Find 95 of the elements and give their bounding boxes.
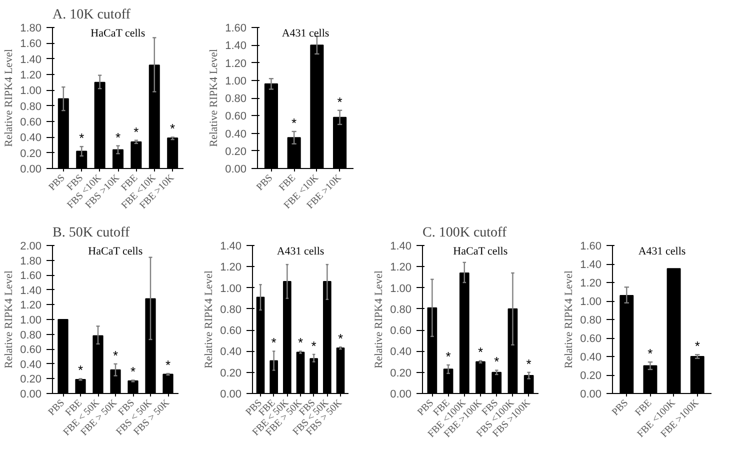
y-tick-label: 1.40 bbox=[580, 259, 602, 271]
y-tick-label: 0.00 bbox=[20, 388, 42, 400]
y-tick-label: 0.40 bbox=[225, 128, 247, 140]
y-tick-label: 0.60 bbox=[225, 110, 247, 123]
x-tick-label: FBE bbox=[277, 172, 298, 194]
y-tick-label: 0.40 bbox=[20, 132, 42, 144]
annotation: * bbox=[165, 358, 171, 373]
y-axis-title: Relative RIPK4 Level bbox=[373, 270, 386, 368]
y-axis-title: Relative RIPK4 Level bbox=[3, 49, 16, 147]
annotation: * bbox=[134, 124, 139, 140]
y-tick-label: 1.40 bbox=[220, 240, 242, 252]
y-tick-label: 0.80 bbox=[390, 304, 412, 316]
y-axis-title: Relative RIPK4 Level bbox=[208, 49, 220, 147]
annotation: * bbox=[338, 330, 344, 346]
y-tick-label: 1.00 bbox=[20, 85, 42, 98]
y-tick-label: 0.80 bbox=[220, 304, 242, 316]
y-tick-label: 1.60 bbox=[20, 270, 42, 282]
y-tick-label: 1.20 bbox=[225, 58, 247, 70]
y-tick-label: 0.00 bbox=[220, 388, 242, 400]
x-tick-label: FBE bbox=[633, 398, 654, 418]
y-tick-label: 0.40 bbox=[220, 346, 242, 358]
annotation: * bbox=[446, 348, 451, 364]
annotation: * bbox=[78, 362, 84, 378]
y-tick-label: 1.00 bbox=[580, 296, 602, 308]
y-tick-label: 0.60 bbox=[220, 325, 242, 338]
y-tick-label: 0.00 bbox=[225, 164, 247, 176]
annotation: * bbox=[170, 121, 176, 136]
y-tick-label: 1.40 bbox=[20, 54, 42, 66]
chart-title: A. 10K cutoff bbox=[52, 8, 131, 22]
y-tick-label: 0.20 bbox=[390, 367, 412, 380]
y-tick-label: 1.20 bbox=[20, 70, 42, 82]
y-tick-label: 0.60 bbox=[20, 116, 42, 128]
y-tick-label: 1.60 bbox=[20, 38, 42, 50]
y-tick-label: 0.00 bbox=[20, 164, 42, 176]
y-tick-label: 1.00 bbox=[390, 282, 412, 295]
y-tick-label: 0.20 bbox=[225, 146, 247, 158]
y-tick-label: 1.20 bbox=[20, 300, 42, 312]
y-tick-label: 0.40 bbox=[20, 358, 42, 371]
y-tick-label: 1.40 bbox=[225, 40, 247, 52]
y-tick-label: 0.00 bbox=[580, 388, 602, 400]
y-tick-label: 0.60 bbox=[20, 344, 42, 356]
y-tick-label: 0.80 bbox=[580, 314, 602, 326]
chart-title: C. 100K cutoff bbox=[422, 226, 507, 240]
y-tick-label: 0.60 bbox=[580, 333, 602, 345]
y-tick-label: 1.80 bbox=[20, 22, 42, 34]
y-tick-label: 1.00 bbox=[220, 282, 242, 295]
y-tick-label: 1.80 bbox=[20, 255, 42, 268]
y-tick-label: 0.80 bbox=[20, 100, 42, 113]
y-tick-label: 1.20 bbox=[220, 262, 242, 274]
annotation: * bbox=[494, 354, 500, 370]
chart-subtitle: HaCaT cells bbox=[88, 246, 143, 258]
y-tick-label: 0.20 bbox=[20, 148, 42, 160]
x-tick-label: PBS bbox=[254, 172, 276, 193]
y-tick-label: 1.00 bbox=[225, 75, 247, 88]
y-tick-label: 1.40 bbox=[20, 284, 42, 297]
annotation: * bbox=[130, 364, 136, 380]
annotation: * bbox=[694, 338, 700, 354]
y-tick-label: 1.60 bbox=[225, 22, 247, 34]
annotation: * bbox=[337, 94, 342, 110]
y-tick-label: 1.20 bbox=[580, 278, 602, 290]
y-tick-label: 0.00 bbox=[390, 388, 412, 400]
annotation: * bbox=[79, 130, 84, 146]
annotation: * bbox=[648, 346, 653, 362]
annotation: * bbox=[311, 338, 316, 354]
annotation: * bbox=[478, 344, 484, 360]
y-tick-label: 0.40 bbox=[390, 346, 412, 358]
y-tick-label: 0.80 bbox=[20, 329, 42, 342]
y-tick-label: 2.00 bbox=[20, 240, 42, 252]
chart-subtitle: A431 cells bbox=[276, 246, 324, 258]
y-axis-title: Relative RIPK4 Level bbox=[203, 270, 216, 368]
y-tick-label: 0.20 bbox=[20, 374, 42, 386]
chart-title: B. 50K cutoff bbox=[52, 226, 130, 240]
y-axis-title: Relative RIPK4 Level bbox=[563, 270, 576, 368]
chart-subtitle: A431 cells bbox=[282, 28, 330, 40]
x-tick-label: PBS bbox=[46, 172, 68, 193]
y-tick-label: 0.40 bbox=[580, 352, 602, 364]
y-tick-label: 0.80 bbox=[225, 93, 247, 105]
annotation: * bbox=[298, 335, 304, 350]
annotation: * bbox=[115, 130, 121, 145]
y-tick-label: 1.60 bbox=[580, 240, 602, 252]
y-tick-label: 0.60 bbox=[390, 325, 412, 338]
chart-subtitle: A431 cells bbox=[638, 246, 686, 258]
y-tick-label: 1.40 bbox=[390, 240, 412, 252]
chart-subtitle: HaCaT cells bbox=[453, 246, 508, 258]
y-tick-label: 1.20 bbox=[390, 262, 412, 274]
y-tick-label: 0.20 bbox=[220, 367, 242, 380]
annotation: * bbox=[526, 356, 532, 372]
y-axis-title: Relative RIPK4 Level bbox=[3, 270, 16, 368]
y-tick-label: 0.20 bbox=[580, 370, 602, 382]
y-tick-label: 1.00 bbox=[20, 314, 42, 326]
annotation: * bbox=[271, 335, 276, 350]
x-tick-label: PBS bbox=[610, 398, 631, 418]
annotation: * bbox=[112, 348, 118, 363]
annotation: * bbox=[292, 115, 297, 130]
chart-subtitle: HaCaT cells bbox=[90, 28, 146, 40]
